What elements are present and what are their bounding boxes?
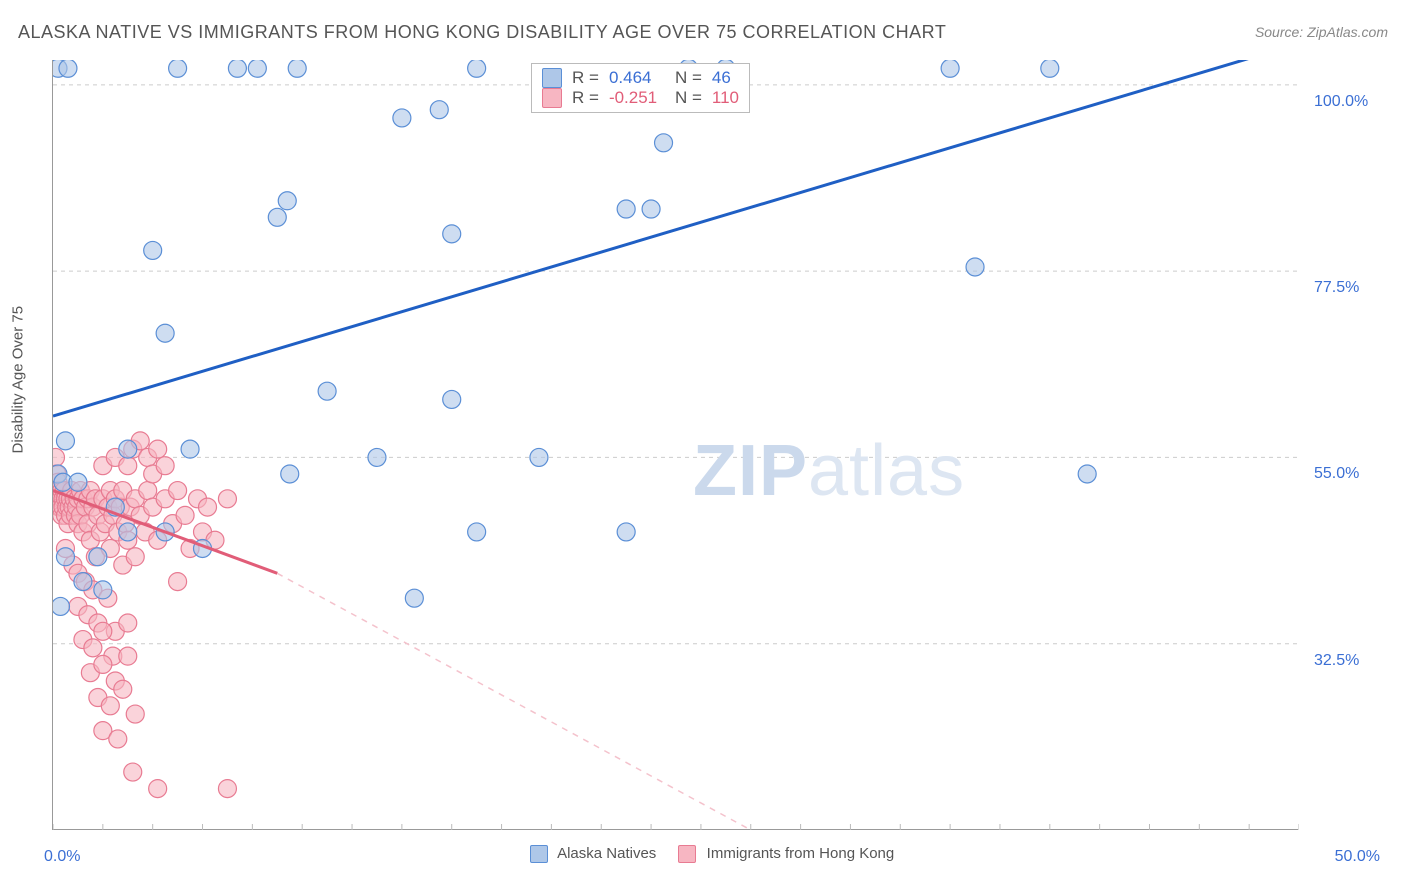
y-axis-title: Disability Age Over 75 — [10, 306, 27, 454]
legend-label-b: Immigrants from Hong Kong — [707, 845, 895, 862]
y-tick-label: 32.5% — [1314, 652, 1359, 670]
y-tick-label: 100.0% — [1314, 93, 1368, 111]
legend-swatch-a — [530, 845, 548, 863]
n-label: N = — [675, 88, 702, 108]
legend-swatch-b — [678, 845, 696, 863]
y-tick-label: 55.0% — [1314, 465, 1359, 483]
y-tick-label: 77.5% — [1314, 279, 1359, 297]
legend-label-a: Alaska Natives — [557, 845, 656, 862]
correlation-swatch-a — [542, 68, 562, 88]
scatter-svg — [53, 60, 1299, 830]
plot-area: ZIPatlas R = 0.464 N = 46 R = -0.251 N =… — [52, 60, 1298, 830]
r-label: R = — [572, 88, 599, 108]
n-value-a: 46 — [712, 68, 731, 88]
correlation-row-b: R = -0.251 N = 110 — [542, 88, 739, 108]
source-attribution: Source: ZipAtlas.com — [1255, 24, 1388, 40]
correlation-swatch-b — [542, 88, 562, 108]
legend-bottom: Alaska Natives Immigrants from Hong Kong — [0, 845, 1406, 863]
r-value-a: 0.464 — [609, 68, 665, 88]
n-value-b: 110 — [712, 88, 739, 108]
correlation-row-a: R = 0.464 N = 46 — [542, 68, 739, 88]
r-label: R = — [572, 68, 599, 88]
n-label: N = — [675, 68, 702, 88]
r-value-b: -0.251 — [609, 88, 665, 108]
chart-title: ALASKA NATIVE VS IMMIGRANTS FROM HONG KO… — [18, 22, 946, 43]
correlation-legend-box: R = 0.464 N = 46 R = -0.251 N = 110 — [531, 63, 750, 113]
